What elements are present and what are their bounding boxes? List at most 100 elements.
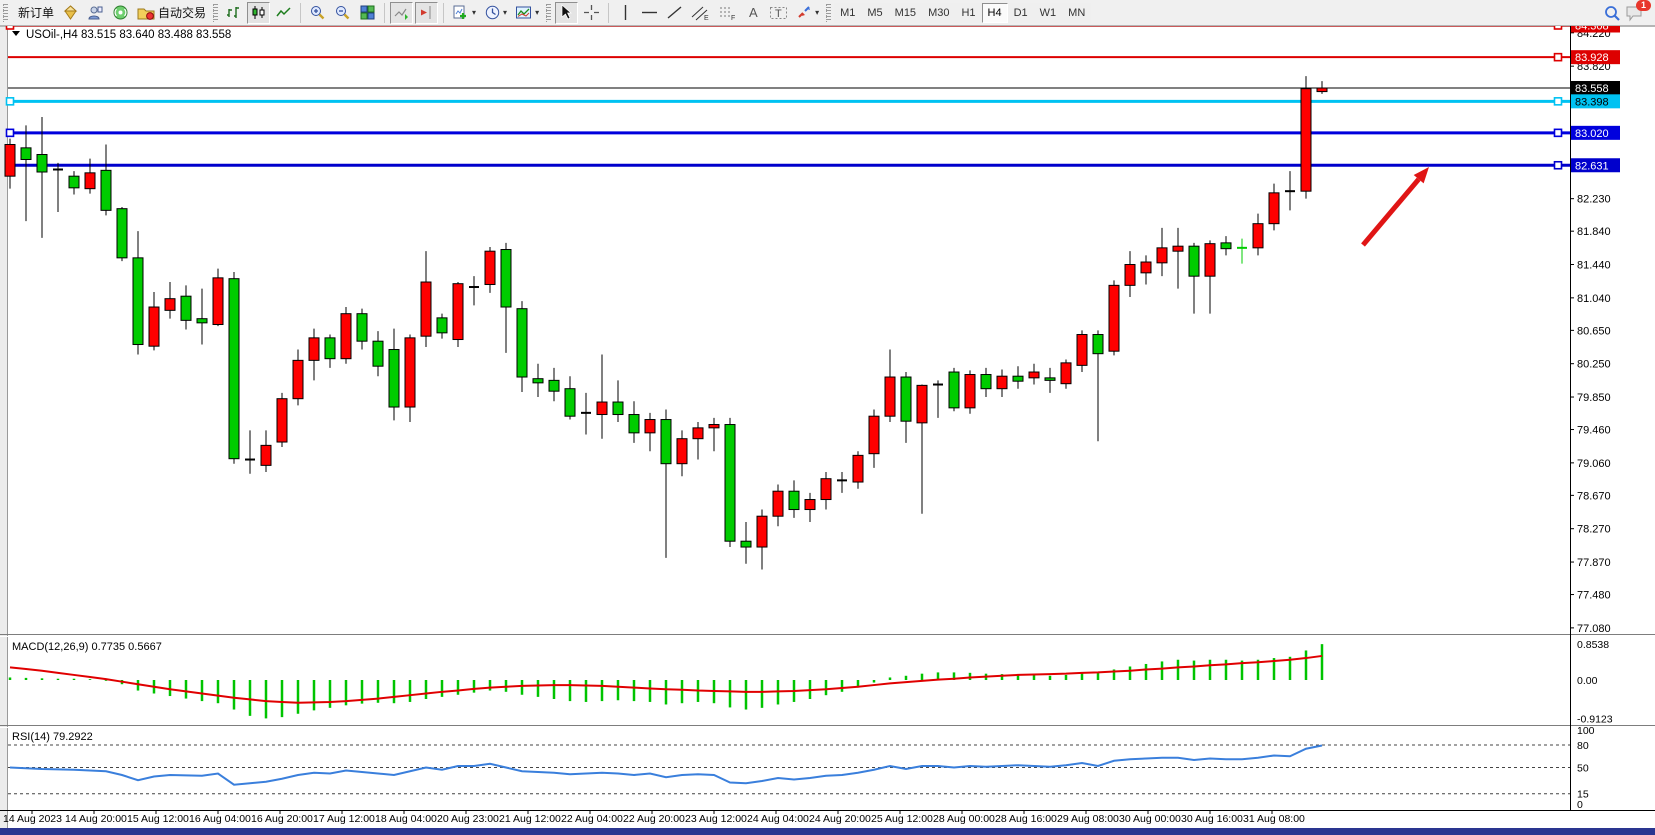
candle-body (276, 398, 288, 443)
fibonacci-icon[interactable]: F (715, 2, 740, 24)
toolbar-grip[interactable] (3, 3, 8, 22)
arrows-icon[interactable]: ▾ (793, 2, 822, 24)
broadcast-icon[interactable] (109, 2, 132, 24)
candle-body (1252, 223, 1264, 249)
tf-button-MN[interactable]: MN (1062, 2, 1092, 23)
auto-scroll-icon[interactable] (390, 1, 414, 24)
autotrade-button[interactable]: 自动交易 (134, 2, 209, 24)
candle-body (164, 298, 176, 311)
bar-chart-icon[interactable] (222, 2, 245, 24)
channel-icon[interactable]: E (688, 2, 713, 24)
candle-body (1204, 243, 1216, 277)
candle-body (260, 444, 272, 466)
vertical-line-icon[interactable] (614, 2, 636, 24)
autotrade-label: 自动交易 (158, 6, 207, 20)
price-tag (1571, 94, 1620, 109)
candle-body (516, 308, 528, 378)
candle-body (1012, 375, 1024, 382)
candle-body (452, 283, 464, 341)
candle-body (372, 340, 384, 367)
tf-button-M30[interactable]: M30 (922, 2, 956, 23)
candle-body (980, 374, 992, 390)
candle-body (708, 424, 720, 429)
time-axis-label: 24 Aug 04:00 (747, 813, 809, 825)
toolbar-grip[interactable] (213, 3, 219, 22)
candle-body (596, 401, 608, 416)
line-handle (1553, 128, 1563, 138)
candle-body (84, 172, 96, 190)
crosshair-icon[interactable] (580, 2, 603, 24)
toolbar-grip[interactable] (826, 3, 832, 22)
price-tick-label: 77.870 (1577, 557, 1611, 569)
price-tick-label: 80.650 (1577, 325, 1611, 337)
price-tag (1571, 158, 1620, 173)
candle-body (1172, 245, 1184, 252)
horizontal-line-icon[interactable] (638, 2, 661, 24)
period-icon[interactable]: ▾ (481, 2, 510, 24)
time-axis-label: 22 Aug 04:00 (561, 813, 623, 825)
annotation-arrow (1361, 177, 1421, 247)
time-axis-label: 16 Aug 20:00 (251, 813, 313, 825)
new-chart-icon[interactable]: ▾ (449, 2, 479, 24)
candle-body (740, 540, 752, 548)
cursor-icon[interactable] (555, 1, 579, 24)
candle-body (548, 379, 560, 392)
gem-icon[interactable] (59, 2, 82, 24)
tf-button-M15[interactable]: M15 (888, 2, 923, 23)
search-icon[interactable] (1600, 2, 1624, 24)
candle-body (1108, 284, 1120, 352)
tf-button-M5[interactable]: M5 (861, 2, 889, 23)
timeframe-group: M1 M5 M15 M30 H1 H4 D1 W1 MN (834, 2, 1092, 23)
toolbar-separator (608, 2, 610, 23)
price-tick-label: 82.230 (1577, 194, 1611, 206)
price-tick-label: 83.820 (1577, 61, 1611, 73)
label-icon[interactable]: T (766, 2, 791, 24)
svg-text:T: T (775, 8, 782, 20)
text-icon[interactable]: A (742, 2, 764, 24)
candle-body (948, 371, 960, 409)
toolbar-separator (443, 2, 445, 23)
tf-button-D1[interactable]: D1 (1007, 2, 1034, 23)
tf-button-W1[interactable]: W1 (1033, 2, 1063, 23)
chevron-down-icon: ▾ (815, 8, 820, 17)
tf-button-M1[interactable]: M1 (834, 2, 862, 23)
macd-scale-label: -0.9123 (1577, 713, 1613, 725)
candlestick-chart-icon[interactable] (247, 1, 271, 24)
zoom-out-icon[interactable] (331, 2, 354, 24)
chevron-down-icon: ▾ (472, 8, 477, 17)
candle-body (196, 318, 208, 324)
trendline-icon[interactable] (663, 2, 686, 24)
candle-body (820, 478, 832, 501)
tf-button-H4[interactable]: H4 (981, 2, 1008, 23)
line-chart-icon[interactable] (272, 2, 295, 24)
time-axis-label: 16 Aug 04:00 (189, 813, 251, 825)
candle-body (1060, 362, 1072, 385)
candle-body (180, 295, 192, 321)
candle-body (1044, 377, 1056, 381)
signal-icon[interactable] (84, 2, 107, 24)
window-bottom-edge (0, 828, 1655, 835)
macd-scale-label: 0.00 (1577, 675, 1598, 687)
new-order-button[interactable]: 新订单 (12, 2, 57, 24)
candle-body (420, 281, 432, 337)
candle-body (772, 490, 784, 517)
candle-body (1188, 245, 1200, 277)
toolbar-grip[interactable] (546, 3, 552, 22)
collapse-icon (12, 31, 20, 36)
symbol-ohlc-readout: USOil-,H4 83.515 83.640 83.488 83.558 (26, 29, 231, 41)
candle-body (724, 424, 736, 542)
chart-shift-icon[interactable] (415, 1, 439, 24)
candle-body (132, 257, 144, 346)
zoom-in-icon[interactable] (306, 2, 329, 24)
template-icon[interactable]: ▾ (512, 2, 542, 24)
candle-body (356, 313, 368, 342)
chat-button[interactable]: 1 (1625, 0, 1651, 22)
candle-body (900, 376, 912, 422)
candle-body (676, 438, 688, 465)
tile-windows-icon[interactable] (356, 2, 379, 24)
tf-button-H1[interactable]: H1 (955, 2, 982, 23)
candle-body (212, 277, 224, 326)
candle-body (1156, 247, 1168, 264)
price-tick-label: 81.840 (1577, 226, 1611, 238)
